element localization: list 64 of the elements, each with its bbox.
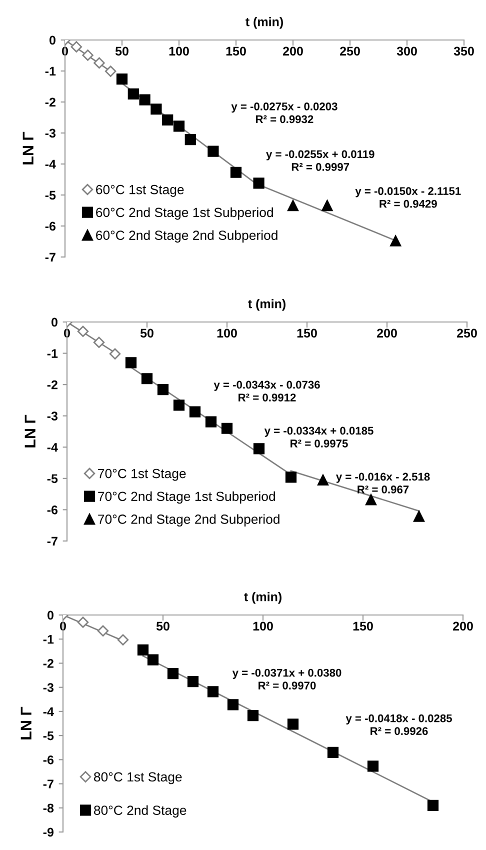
annotation: y = -0.0371x + 0.0380 R² = 0.9970 bbox=[232, 668, 342, 690]
x-tick-label: 50 bbox=[115, 46, 128, 56]
y-axis-title: LN Γ bbox=[22, 132, 34, 164]
y-tick-label: -2 bbox=[45, 98, 56, 107]
x-tick-label: 150 bbox=[297, 328, 317, 338]
x-tick-label: 200 bbox=[453, 622, 473, 631]
y-tick-label: -7 bbox=[43, 780, 54, 788]
annotation: y = -0.0150x - 2.1151 R² = 0.9429 bbox=[355, 187, 461, 208]
y-tick-label: -3 bbox=[47, 412, 58, 421]
y-tick-label: -1 bbox=[43, 635, 54, 644]
y-tick-label: -6 bbox=[43, 755, 54, 764]
x-axis-title: t (min) bbox=[244, 592, 282, 604]
annotation: y = -0.0343x - 0.0736 R² = 0.9912 bbox=[214, 380, 320, 402]
annotation: y = -0.0418x - 0.0285 R² = 0.9926 bbox=[346, 714, 452, 736]
y-tick-label: -8 bbox=[43, 804, 54, 813]
x-tick-label: 100 bbox=[217, 328, 237, 338]
y-tick-label: -1 bbox=[47, 349, 58, 358]
legend-label: 80°C 2nd Stage bbox=[94, 805, 186, 818]
y-tick-label: 0 bbox=[52, 318, 58, 327]
x-tick-label: 150 bbox=[353, 622, 373, 631]
legend-label: 70°C 1st Stage bbox=[98, 468, 186, 481]
x-tick-label: 100 bbox=[253, 622, 273, 631]
y-tick-label: -3 bbox=[43, 683, 54, 692]
x-tick-label: 250 bbox=[340, 46, 360, 56]
annotation: y = -0.0275x - 0.0203 R² = 0.9932 bbox=[231, 102, 338, 124]
x-tick-label: 150 bbox=[226, 46, 246, 56]
legend-label: 60°C 2nd Stage 2nd Subperiod bbox=[96, 230, 278, 243]
y-axis-title: LN Γ bbox=[24, 414, 36, 448]
x-tick-label: 200 bbox=[283, 46, 303, 56]
y-tick-label: -3 bbox=[45, 128, 56, 138]
legend-label: 60°C 2nd Stage 1st Subperiod bbox=[96, 207, 273, 220]
y-tick-label: 0 bbox=[50, 36, 56, 45]
annotation: y = -0.0334x + 0.0185 R² = 0.9975 bbox=[264, 426, 374, 448]
y-tick-label: -4 bbox=[45, 160, 56, 169]
legend-label: 70°C 2nd Stage 2nd Subperiod bbox=[98, 514, 280, 527]
x-tick-label: 300 bbox=[396, 46, 417, 56]
legend-label: 60°C 1st Stage bbox=[96, 184, 184, 197]
annotation: y = -0.0255x + 0.0119 R² = 0.9997 bbox=[266, 150, 374, 171]
annotation: y = -0.016x - 2.518 R² = 0.967 bbox=[336, 472, 430, 494]
x-tick-label: 50 bbox=[140, 328, 154, 338]
y-tick-label: -5 bbox=[43, 731, 54, 740]
y-tick-label: -9 bbox=[43, 828, 54, 837]
x-tick-label: 250 bbox=[457, 328, 477, 338]
y-tick-label: -7 bbox=[47, 536, 58, 546]
y-tick-label: -4 bbox=[47, 443, 58, 452]
y-tick-label: 0 bbox=[48, 610, 54, 620]
x-axis-title: t (min) bbox=[248, 299, 286, 311]
y-tick-label: -5 bbox=[47, 474, 58, 484]
y-tick-label: -2 bbox=[47, 380, 58, 390]
y-tick-label: -7 bbox=[45, 252, 56, 262]
legend-label: 80°C 1st Stage bbox=[94, 772, 182, 784]
x-tick-label: 50 bbox=[156, 622, 170, 631]
y-tick-label: -6 bbox=[45, 222, 56, 231]
y-tick-label: -1 bbox=[45, 66, 56, 76]
y-tick-label: -5 bbox=[45, 190, 56, 200]
y-tick-label: -2 bbox=[43, 659, 54, 668]
y-tick-label: -4 bbox=[43, 707, 54, 716]
x-tick-label: 100 bbox=[169, 46, 189, 56]
x-axis-title: t (min) bbox=[246, 17, 283, 29]
x-tick-label: 200 bbox=[377, 328, 397, 338]
y-axis-title: LN Γ bbox=[20, 706, 32, 740]
y-tick-label: -6 bbox=[47, 506, 58, 514]
x-tick-label: 350 bbox=[454, 46, 474, 56]
legend-label: 70°C 2nd Stage 1st Subperiod bbox=[98, 491, 275, 504]
